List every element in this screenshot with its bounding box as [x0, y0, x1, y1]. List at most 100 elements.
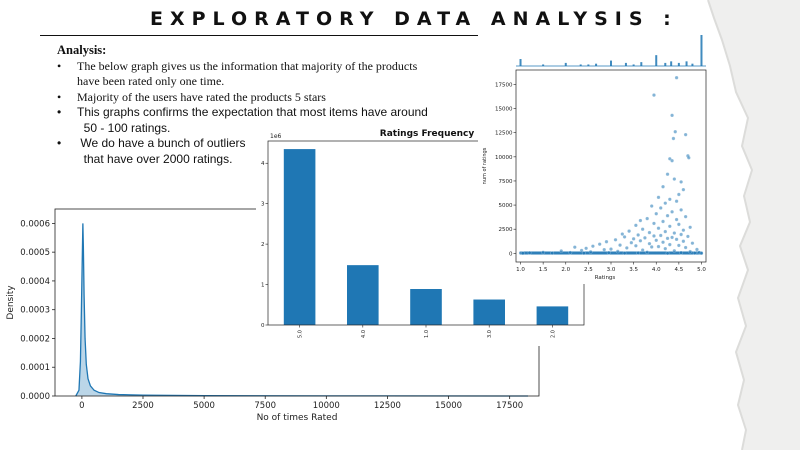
scatter-point — [670, 235, 674, 240]
scatter-point — [584, 246, 588, 251]
scatter-point — [622, 251, 627, 255]
scatter-point — [658, 206, 663, 210]
scatter-point — [625, 246, 629, 250]
scatter-point — [672, 231, 677, 235]
ratings-frequency-y-axis: 0 1 2 3 4 — [261, 161, 268, 329]
scatter-point — [656, 195, 661, 200]
scatter-point — [636, 233, 640, 237]
density-y-tick-label: 0.0005 — [20, 248, 50, 258]
scatter-point — [559, 249, 564, 253]
density-x-tick-label: 12500 — [374, 401, 401, 411]
scatter-point — [673, 129, 678, 134]
scatter-point — [686, 234, 690, 239]
marginal-bar — [700, 35, 703, 66]
marginal-bar — [624, 62, 627, 66]
analysis-bullet-line: Majority of the users have rated the pro… — [77, 89, 326, 104]
ratings-frequency-y-tick-label: 1 — [261, 283, 265, 289]
scatter-point — [645, 250, 649, 254]
ratings-scatter-y-tick-label: 7500 — [499, 179, 513, 185]
scatter-point — [663, 246, 668, 251]
marginal-bar — [632, 64, 635, 66]
analysis-bullet-line: that have over 2000 ratings. — [77, 151, 233, 166]
scatter-point — [679, 180, 683, 184]
scatter-point — [683, 214, 688, 219]
scatter-point — [620, 232, 625, 236]
scatter-point — [695, 247, 699, 252]
scatter-point — [665, 236, 670, 241]
scatter-point — [647, 230, 652, 235]
scatter-point — [656, 244, 661, 249]
scatter-point — [627, 229, 631, 233]
scatter-point — [674, 75, 679, 80]
torn-paper-shadow — [707, 0, 754, 450]
ratings-scatter-x-tick-label: 5.0 — [697, 267, 706, 273]
scatter-point — [674, 199, 679, 204]
ratings-scatter-x-tick-label: 1.5 — [539, 267, 548, 273]
scatter-point — [602, 247, 607, 252]
analysis-heading: Analysis: — [57, 43, 107, 57]
scatter-point — [672, 177, 677, 181]
marginal-bar — [640, 62, 643, 66]
ratings-scatter-x-tick-label: 3.5 — [629, 267, 638, 273]
scatter-point — [663, 201, 668, 205]
scatter-point — [654, 211, 659, 216]
ratings-frequency-x-tick-label: 1.0 — [424, 330, 430, 338]
scatter-point — [613, 238, 618, 242]
analysis-bullet-line: 50 - 100 ratings. — [77, 120, 171, 135]
density-x-axis-label: No of times Rated — [257, 413, 338, 423]
ratings-scatter-points — [518, 75, 704, 256]
scatter-point — [579, 248, 584, 253]
scatter-point — [665, 172, 670, 177]
scatter-point — [665, 213, 670, 218]
marginal-bar — [542, 64, 545, 66]
scatter-point — [541, 250, 545, 255]
title-underline — [40, 35, 700, 36]
scatter-point — [640, 248, 645, 252]
density-x-axis: 0 2500 5000 7500 10000 12500 15000 17500 — [79, 396, 523, 411]
ratings-frequency-y-tick-label: 4 — [261, 161, 265, 167]
ratings-frequency-y-tick-label: 3 — [261, 202, 265, 208]
scatter-point — [573, 245, 577, 249]
marginal-bar — [670, 61, 673, 66]
marginal-bar — [595, 63, 598, 66]
analysis-text-block: Analysis: The below graph gives us the i… — [57, 43, 477, 167]
analysis-bullet-line: have been rated only one time. — [77, 74, 225, 88]
density-y-tick-label: 0.0001 — [20, 363, 50, 373]
scatter-point — [681, 239, 686, 244]
scatter-point — [688, 249, 692, 254]
ratings-scatter-y-tick-label: 10000 — [495, 155, 513, 161]
ratings-frequency-y-tick-label: 0 — [261, 323, 265, 329]
scatter-point — [670, 158, 674, 163]
ratings-frequency-x-tick-label: 3.0 — [487, 330, 493, 338]
ratings-frequency-x-tick-label: 4.0 — [361, 330, 367, 338]
density-y-axis: 0.0000 0.0001 0.0002 0.0003 0.0004 0.0005 0.00… — [20, 219, 55, 402]
ratings-scatter-x-axis: 1.0 1.5 2.0 2.5 3.0 3.5 4.0 4.5 5.0 — [516, 262, 706, 273]
density-x-tick-label: 15000 — [435, 401, 462, 411]
scatter-point — [661, 219, 665, 224]
density-y-tick-label: 0.0006 — [20, 219, 50, 229]
ratings-frequency-offset-label: 1e6 — [270, 133, 282, 140]
scatter-point — [640, 227, 645, 231]
scatter-point — [652, 234, 656, 238]
density-x-tick-label: 17500 — [496, 401, 523, 411]
scatter-point — [622, 235, 627, 239]
ratings-scatter-x-tick-label: 2.5 — [584, 267, 593, 273]
scatter-point — [652, 221, 656, 226]
ratings-scatter-y-tick-label: 0 — [509, 251, 513, 257]
scatter-point — [550, 251, 554, 255]
ratings-scatter-x-axis-label: Ratings — [595, 275, 616, 281]
scatter-point — [668, 242, 672, 247]
scatter-point — [527, 251, 532, 255]
scatter-point — [688, 225, 692, 230]
ratings-scatter-y-axis: 0 2500 5000 7500 10000 12500 15000 17500 — [495, 82, 516, 257]
scatter-point — [690, 241, 695, 245]
scatter-point — [668, 224, 672, 229]
ratings-frequency-y-tick-label: 2 — [261, 242, 265, 248]
scatter-point — [615, 249, 620, 254]
scatter-point — [671, 136, 676, 141]
ratings-frequency-bar — [473, 299, 505, 325]
density-x-tick-label: 2500 — [132, 401, 154, 411]
scatter-point — [597, 242, 602, 246]
scatter-point — [674, 237, 679, 242]
